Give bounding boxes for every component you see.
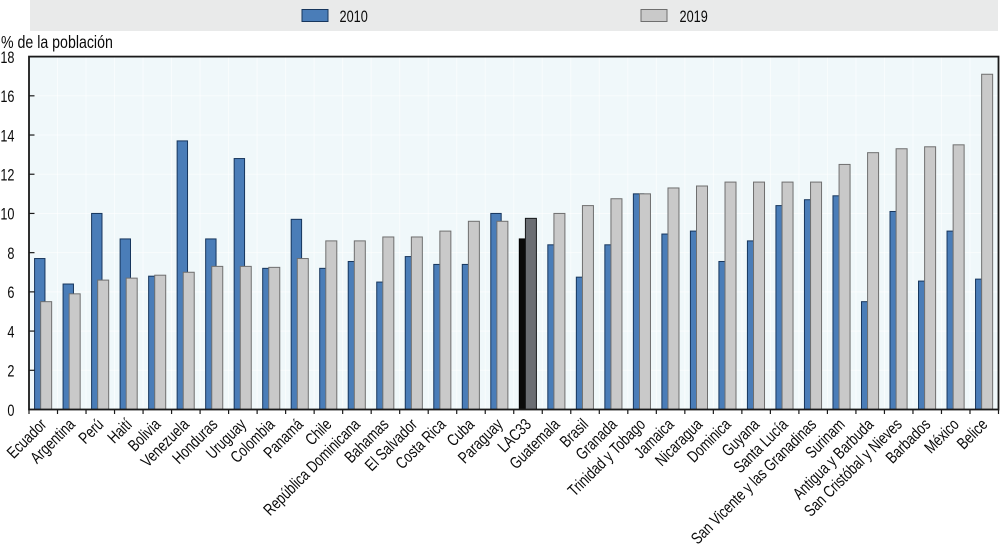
svg-text:% de la población: % de la población xyxy=(1,34,113,53)
svg-text:14: 14 xyxy=(0,128,14,146)
svg-text:0: 0 xyxy=(7,402,14,420)
svg-text:16: 16 xyxy=(0,89,14,107)
svg-text:6: 6 xyxy=(7,285,14,303)
svg-text:4: 4 xyxy=(7,324,14,342)
svg-text:2010: 2010 xyxy=(340,9,368,27)
svg-text:18: 18 xyxy=(0,50,14,68)
svg-text:12: 12 xyxy=(0,167,14,185)
svg-text:2: 2 xyxy=(7,363,14,381)
svg-text:2019: 2019 xyxy=(680,9,708,27)
svg-text:8: 8 xyxy=(7,246,14,264)
svg-text:10: 10 xyxy=(0,206,14,224)
